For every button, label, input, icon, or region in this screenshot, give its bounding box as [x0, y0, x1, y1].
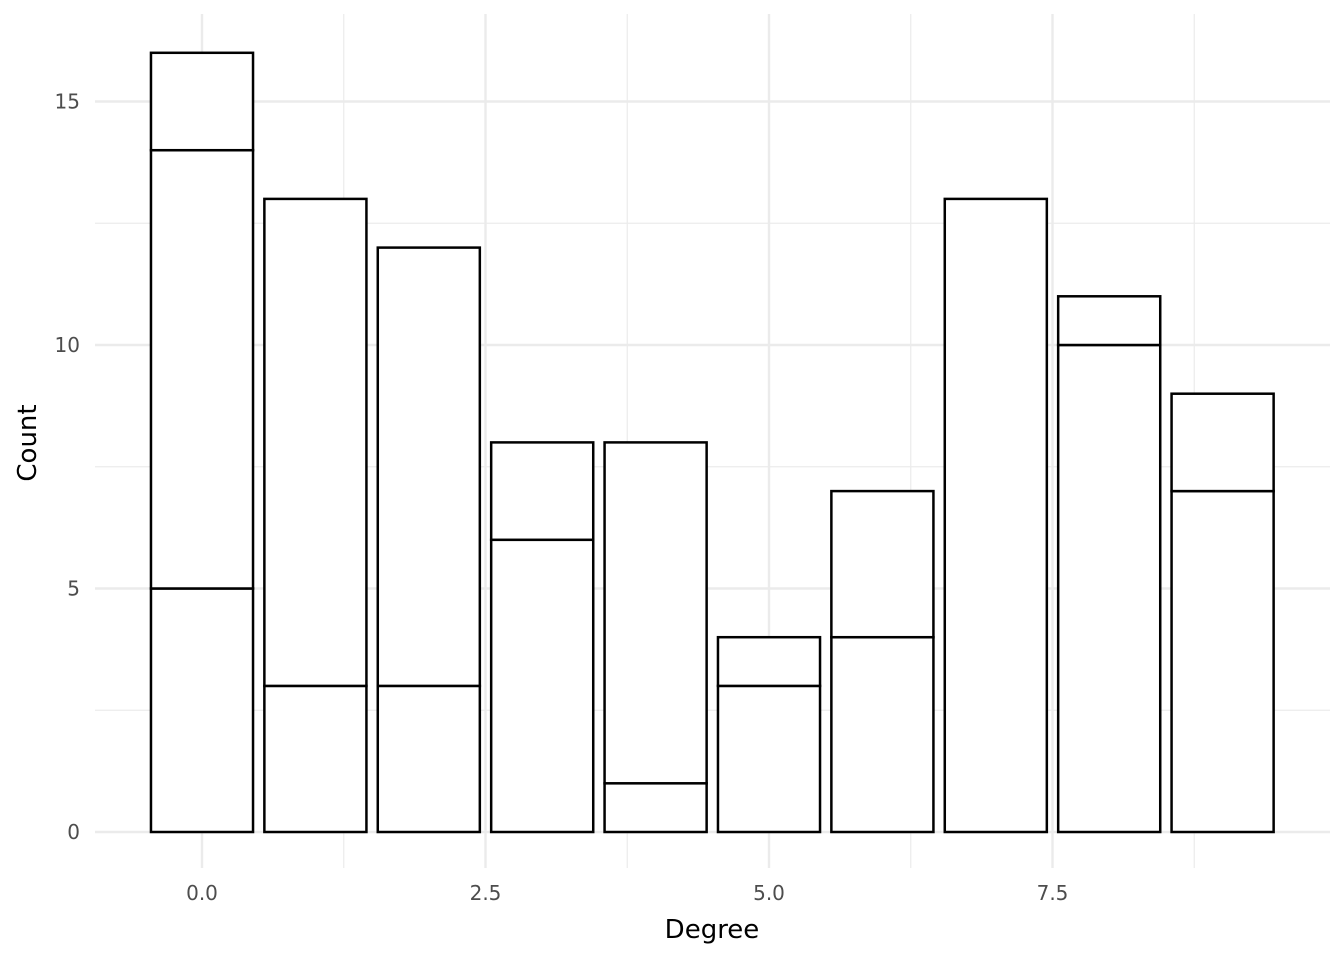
bar-segment [943, 197, 1049, 834]
bar-segment [376, 684, 482, 834]
x-tick-label: 2.5 [470, 881, 502, 905]
bar-segment [603, 441, 708, 785]
bar-segment [830, 635, 935, 834]
y-axis-ticks: 0 5 10 15 [55, 90, 80, 845]
x-tick-label: 7.5 [1037, 881, 1069, 905]
bar-segment [716, 635, 822, 688]
bars [149, 51, 1275, 834]
x-tick-label: 0.0 [186, 881, 218, 905]
bar-group [943, 197, 1049, 834]
bar-group [149, 51, 255, 834]
bar-segment [149, 587, 255, 834]
bar-segment [716, 684, 822, 834]
bar-segment [1056, 295, 1162, 347]
bar-group [1056, 295, 1162, 834]
x-axis-ticks: 0.0 2.5 5.0 7.5 [186, 881, 1068, 905]
bar-segment [1170, 489, 1275, 834]
x-axis-title: Degree [665, 915, 760, 945]
bar-group [376, 246, 482, 834]
bar-segment [376, 246, 482, 688]
bar-segment [830, 489, 935, 639]
y-axis-title: Count [13, 404, 43, 481]
bar-group [263, 197, 368, 834]
bar-segment [1056, 343, 1162, 834]
y-tick-label: 10 [55, 333, 80, 357]
bar-segment [1170, 392, 1275, 493]
bar-segment [603, 782, 708, 834]
bar-segment [263, 684, 368, 834]
bar-group [1170, 392, 1275, 834]
bar-group [489, 441, 595, 834]
bar-group [603, 441, 708, 834]
bar-segment [489, 538, 595, 834]
y-tick-label: 15 [55, 90, 80, 114]
bar-group [716, 635, 822, 834]
bar-segment [149, 51, 255, 152]
bar-group [830, 489, 935, 834]
bar-segment [489, 441, 595, 542]
x-tick-label: 5.0 [753, 881, 785, 905]
bar-segment [263, 197, 368, 688]
y-tick-label: 5 [67, 577, 80, 601]
bar-segment [149, 148, 255, 590]
y-tick-label: 0 [67, 820, 80, 844]
